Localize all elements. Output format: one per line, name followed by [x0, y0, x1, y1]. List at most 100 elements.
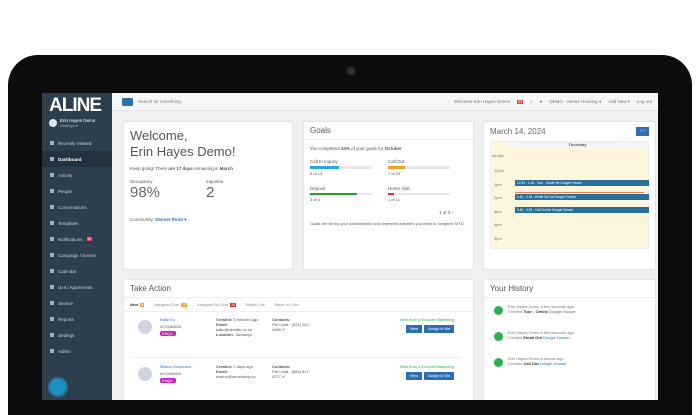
history-contact-link[interactable]: Dougie Houser [539, 361, 567, 366]
sidebar-item-recently-viewed[interactable]: Recently Viewed [42, 135, 112, 151]
history-contact-link[interactable]: Dougie Houser [549, 309, 576, 314]
sidebar-item-settings[interactable]: Settings [42, 327, 112, 343]
calendar-event[interactable]: 1:45 - 2:15 - Email Out for Dougie House… [515, 193, 649, 200]
sidebar-item-notifications[interactable]: Notifications 50 [42, 231, 112, 247]
nav-icon [50, 189, 54, 193]
history-action: Call Out [523, 361, 539, 366]
welcome-name: Erin Hayes Demo! [130, 144, 236, 159]
lead-tag: ENQC [160, 331, 176, 336]
inquiries-label: Inquiries [206, 179, 224, 184]
nav-icon [50, 333, 54, 337]
sidebar-item-label: Unit / Apartments [58, 284, 93, 290]
calendar-nav-buttons[interactable]: ‹ › [636, 127, 649, 136]
search-icon[interactable]: ⌕ [530, 99, 533, 104]
goals-note: Goals are set by your administrator and … [310, 221, 465, 226]
assign-to-me-button[interactable]: Assign to Me [424, 325, 454, 333]
sidebar-item-dashboard[interactable]: Dashboard [42, 151, 112, 167]
user-menu[interactable]: Erin Hayes Demo Settings ▾ [42, 117, 112, 128]
sidebar-item-admin[interactable]: Admin [42, 343, 112, 359]
sidebar-item-templates[interactable]: Templates [42, 215, 112, 231]
take-action-title: Take Action [124, 280, 473, 298]
sidebar-item-people[interactable]: People [42, 183, 112, 199]
goals-grid: Call In Inquiry 6 of 13 Call Out 7 of 25 Dep… [304, 155, 473, 206]
sidebar-item-campaign-events[interactable]: Campaign / Events [42, 247, 112, 263]
add-new-menu[interactable]: Add New ▾ [608, 98, 630, 104]
view-button[interactable]: View [405, 325, 423, 333]
help-icon[interactable] [48, 377, 68, 397]
nav-icon [50, 285, 54, 289]
lead-source: New from a Enquire Marketing [399, 364, 454, 369]
user-icon [494, 332, 503, 341]
sidebar-item-label: People [58, 188, 73, 194]
logo: ALINE [49, 95, 102, 116]
settings-link[interactable]: Settings ▾ [60, 123, 78, 128]
calendar-date: March 14, 2024 [490, 127, 546, 136]
user-icon [494, 358, 503, 367]
nav-icon [50, 253, 54, 257]
goals-title: Goals [304, 122, 473, 140]
take-action-card: Take Action New 8 Assigned Due 10 Assigned N… [123, 279, 474, 400]
nav-icon [50, 157, 54, 161]
sidebar-item-label: Recently Viewed [58, 140, 92, 146]
search-input[interactable]: Search for something... [138, 99, 185, 104]
goal-item: Deposit 3 of 4 [310, 186, 388, 202]
logout-link[interactable]: Log out [636, 99, 652, 104]
lead-id: #CS185633 [160, 371, 182, 376]
tab-assigned-no-due[interactable]: Assigned No Due 26 [197, 302, 237, 307]
day-view: Thursday all-day 12pm 1pm 2pm 3pm 4pm 5pm 12:… [490, 141, 649, 249]
lead-tag: ENQC [160, 378, 176, 383]
hour-label: 1pm [494, 181, 502, 187]
goal-item: Home Visit 1 of 11 [388, 185, 466, 202]
history-card: Your History Erin Hayes Demo a few secon… [483, 279, 656, 400]
sidebar-item-conversations[interactable]: Conversations [42, 199, 112, 215]
sidebar-item-unit-apartments[interactable]: Unit / Apartments [42, 279, 112, 295]
sidebar-item-label: Reports [58, 316, 74, 322]
sidebar-item-label: Notifications [58, 236, 83, 242]
sidebar-item-activity[interactable]: Activity [42, 167, 112, 183]
history-title: Your History [484, 280, 655, 298]
calendar-event[interactable]: 12:45 - 1:15 - Tour - Onsite for Dougie … [515, 180, 649, 186]
calendar-card: March 14, 2024 ‹ › Thursday all-day 12pm… [483, 121, 656, 270]
goals-pager[interactable]: 1 of 2 › [438, 210, 453, 215]
created-value: 2 days ago [233, 364, 253, 369]
community-select[interactable]: DEMO - Senior Housing ▾ [549, 98, 602, 104]
goal-label: Home Visit [388, 185, 410, 191]
tab-count: 8 [140, 302, 145, 307]
notification-badge[interactable]: 50 [517, 99, 524, 104]
sidebar-item-label: Activity [58, 172, 73, 178]
goal-progress-text: 6 of 13 [310, 170, 323, 176]
menu-toggle-button[interactable] [122, 97, 133, 106]
table-row: Katie Ko #CS185634 ENQC Created: 3 minutes… [130, 312, 460, 358]
user-name: Erin Hayes Demo [60, 118, 96, 123]
lead-name[interactable]: Katie Ko [160, 317, 176, 322]
calendar-event[interactable]: 2:45 - 3:15 - Call Out for Dougie Houser [515, 207, 649, 213]
contact-value: Pre Lead : (865) 617-0277 ✔ [272, 369, 311, 379]
tab-assigned-due[interactable]: Assigned Due 10 [154, 302, 187, 307]
tab-label: Watch List [246, 302, 265, 307]
sidebar-item-label: Dashboard [58, 156, 82, 162]
lead-name[interactable]: Mason Dickerson [160, 364, 191, 369]
sidebar-item-calendar[interactable]: Calendar [42, 263, 112, 279]
assign-to-me-button[interactable]: Assign to Me [424, 372, 454, 380]
help-circle-icon[interactable]: ● [539, 99, 543, 104]
sidebar-item-label: Templates [58, 220, 79, 226]
sidebar-item-service[interactable]: Service [42, 295, 112, 311]
goal-progress-bar [310, 192, 372, 195]
take-action-tabs: New 8 Assigned Due 10 Assigned No Due 26 Watch… [124, 298, 473, 312]
history-contact-link[interactable]: Dougie Houser [543, 335, 570, 340]
sidebar: ALINE Erin Hayes Demo Settings ▾ Recently… [42, 93, 112, 400]
email-value: katio@deloitte.co.nz [216, 327, 253, 332]
view-button[interactable]: View [405, 372, 423, 380]
community-dropdown[interactable]: Denver Point ▾ [155, 217, 187, 222]
sidebar-item-reports[interactable]: Reports [42, 311, 112, 327]
tab-move-in-out[interactable]: Move In / Out [275, 302, 299, 307]
hour-label: 2pm [494, 195, 502, 200]
avatar [138, 320, 152, 334]
tab-watch-list[interactable]: Watch List [246, 302, 265, 307]
nav-icon [50, 317, 54, 321]
history-action: Email Out [523, 335, 543, 340]
history-action: Tour - Onsite [523, 309, 548, 314]
tab-new[interactable]: New 8 [130, 302, 145, 307]
tab-count: 26 [230, 302, 237, 307]
nav-icon [50, 141, 54, 145]
